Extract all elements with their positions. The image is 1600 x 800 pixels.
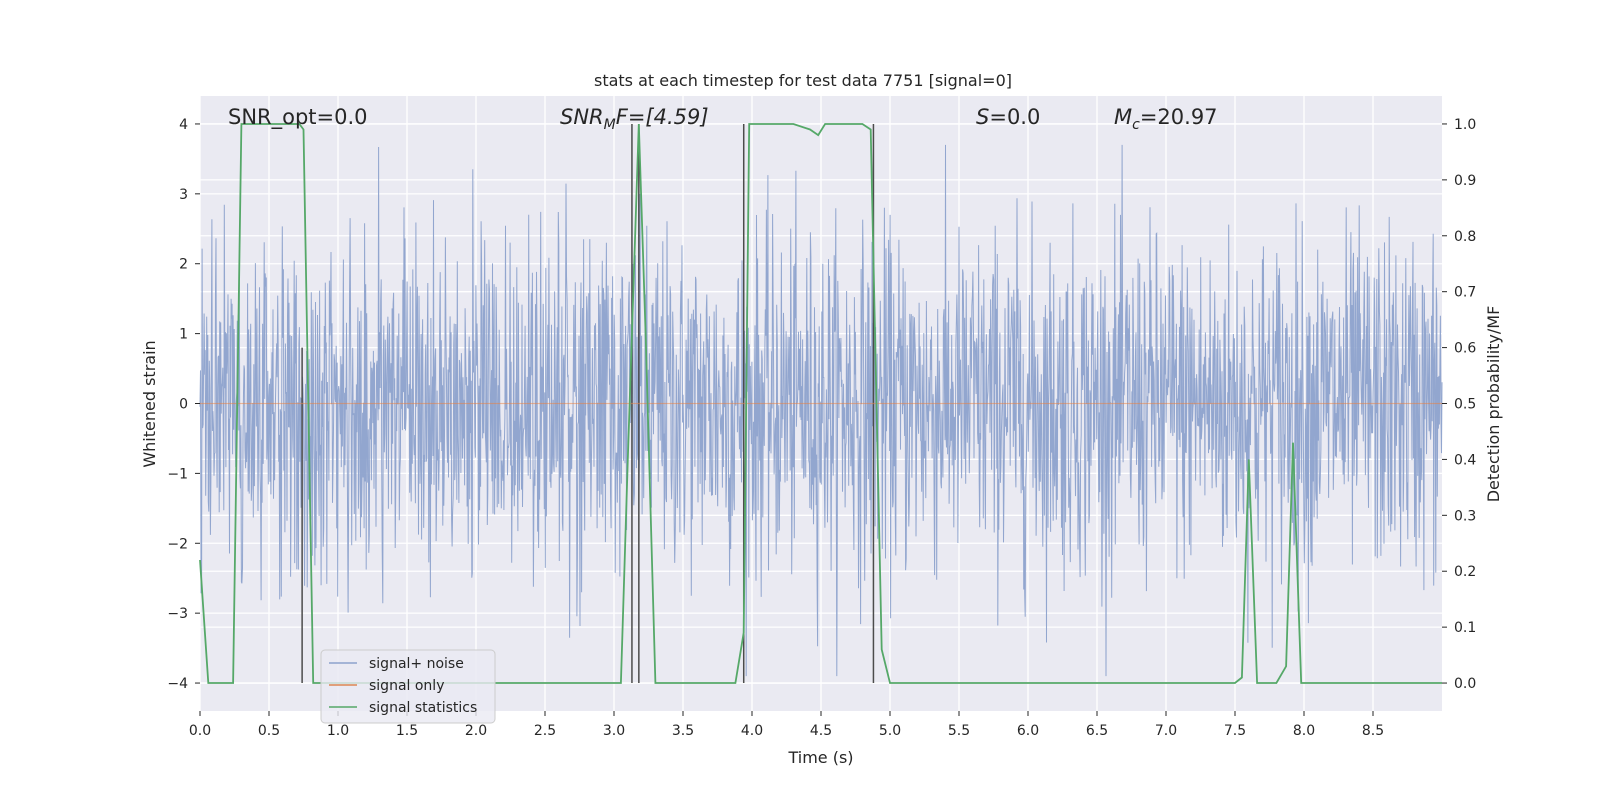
y-tick-label: 4 bbox=[179, 117, 188, 133]
legend-label-signal-only: signal only bbox=[369, 678, 444, 694]
y2-tick-label: 0.9 bbox=[1454, 173, 1476, 189]
series-signal-plus-noise bbox=[199, 144, 1443, 677]
x-tick-label: 3.5 bbox=[672, 723, 694, 739]
x-tick-label: 1.0 bbox=[327, 723, 349, 739]
x-tick-label: 8.5 bbox=[1362, 723, 1384, 739]
y2-tick-label: 1.0 bbox=[1454, 117, 1476, 133]
y2-tick-label: 0.0 bbox=[1454, 676, 1476, 692]
snr-mf-suffix: F=[4.59] bbox=[616, 105, 709, 129]
s-value: =0.0 bbox=[989, 105, 1040, 129]
x-tick-label: 5.0 bbox=[879, 723, 901, 739]
legend-label-signal-plus-noise: signal+ noise bbox=[369, 656, 464, 672]
snr-mf-subscript: M bbox=[604, 117, 616, 133]
y-tick-label: 1 bbox=[179, 327, 188, 343]
y-tick-label: 2 bbox=[179, 257, 188, 273]
y2-axis-label: Detection probability/MF bbox=[1484, 306, 1503, 503]
x-tick-label: 4.0 bbox=[741, 723, 763, 739]
x-tick-label: 6.0 bbox=[1017, 723, 1039, 739]
y-tick-label: 3 bbox=[179, 187, 188, 203]
x-tick-label: 4.5 bbox=[810, 723, 832, 739]
legend-box bbox=[320, 649, 496, 724]
s-annotation: S=0.0 bbox=[976, 105, 1040, 129]
y-ticks: 4 3 2 1 0 −1 −2 −3 −4 bbox=[167, 117, 200, 692]
x-tick-label: 7.0 bbox=[1155, 723, 1177, 739]
x-ticks: 0.0 0.5 1.0 1.5 2.0 2.5 3.0 3.5 4.0 4.5 5.0 5.5 6.0 6… bbox=[189, 711, 1384, 739]
x-tick-label: 7.5 bbox=[1224, 723, 1246, 739]
y2-tick-label: 0.8 bbox=[1454, 229, 1476, 245]
x-tick-label: 8.0 bbox=[1293, 723, 1315, 739]
y-tick-label: −4 bbox=[167, 676, 188, 692]
s-symbol: S bbox=[976, 105, 989, 129]
snr-opt-annotation: SNR_opt=0.0 bbox=[228, 105, 368, 130]
y2-tick-label: 0.1 bbox=[1454, 620, 1476, 636]
mc-annotation: Mc=20.97 bbox=[1114, 105, 1218, 133]
x-tick-label: 0.0 bbox=[189, 723, 211, 739]
y-tick-label: −3 bbox=[167, 606, 188, 622]
mc-symbol: M bbox=[1114, 105, 1132, 129]
x-tick-label: 0.5 bbox=[258, 723, 280, 739]
y2-tick-label: 0.6 bbox=[1454, 341, 1476, 357]
x-tick-label: 2.5 bbox=[534, 723, 556, 739]
x-tick-label: 5.5 bbox=[948, 723, 970, 739]
y-tick-label: 0 bbox=[179, 397, 188, 413]
y2-tick-label: 0.3 bbox=[1454, 508, 1476, 524]
series-signal-statistics bbox=[199, 123, 1442, 684]
x-tick-label: 6.5 bbox=[1086, 723, 1108, 739]
statistics-line bbox=[199, 123, 1442, 684]
x-tick-label: 3.0 bbox=[603, 723, 625, 739]
snr-mf-prefix: SNR bbox=[560, 105, 604, 129]
chart-title: stats at each timestep for test data 775… bbox=[594, 71, 1012, 90]
legend: signal+ noise signal only signal statist… bbox=[320, 649, 496, 724]
y-tick-label: −1 bbox=[167, 466, 188, 482]
y2-tick-label: 0.4 bbox=[1454, 452, 1476, 468]
y-axis-label: Whitened strain bbox=[140, 340, 159, 467]
y2-tick-label: 0.7 bbox=[1454, 285, 1476, 301]
y2-tick-label: 0.2 bbox=[1454, 564, 1476, 580]
x-tick-label: 2.0 bbox=[465, 723, 487, 739]
mc-subscript: c bbox=[1132, 117, 1140, 133]
y2-tick-label: 0.5 bbox=[1454, 397, 1476, 413]
noise-trace bbox=[199, 144, 1443, 677]
y2-ticks: 1.0 0.9 0.8 0.7 0.6 0.5 0.4 0.3 0.2 0.1 0.0 bbox=[1442, 117, 1476, 692]
legend-label-signal-statistics: signal statistics bbox=[369, 700, 477, 716]
snr-mf-annotation: SNRMF=[4.59] bbox=[560, 105, 709, 133]
mc-value: =20.97 bbox=[1140, 105, 1218, 129]
x-axis-label: Time (s) bbox=[787, 748, 853, 767]
y-tick-label: −2 bbox=[167, 536, 188, 552]
x-tick-label: 1.5 bbox=[396, 723, 418, 739]
